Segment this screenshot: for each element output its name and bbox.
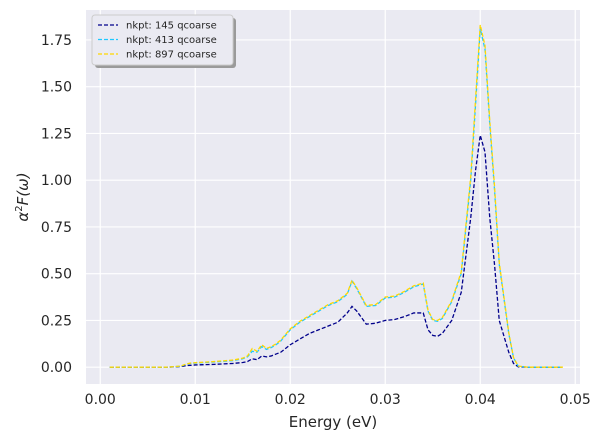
- y-axis-label-suffix: F(ω): [14, 172, 32, 205]
- series-lines: [109, 24, 563, 368]
- x-tick-label: 0.04: [465, 392, 496, 408]
- legend-label: nkpt: 897 qcoarse: [126, 50, 217, 61]
- series-line-3: [109, 24, 563, 368]
- y-tick-label: 1.25: [41, 126, 72, 142]
- y-tick-label: 0.75: [41, 220, 72, 236]
- x-axis-label: Energy (eV): [289, 413, 377, 431]
- x-tick-labels: 0.00 0.01 0.02 0.03 0.04 0.05: [85, 392, 591, 408]
- x-tick-label: 0.01: [180, 392, 211, 408]
- series-line-1: [109, 135, 563, 368]
- y-axis-label-sup: 2: [14, 205, 25, 211]
- y-tick-label: 1.00: [41, 173, 72, 189]
- y-axis-label: α2F(ω): [14, 172, 32, 221]
- y-tick-label: 0.50: [41, 267, 72, 283]
- legend-box: [91, 14, 234, 66]
- y-tick-label: 0.00: [41, 360, 72, 376]
- y-tick-label: 1.50: [41, 80, 72, 96]
- x-tick-label: 0.02: [275, 392, 306, 408]
- legend-label: nkpt: 413 qcoarse: [126, 35, 217, 46]
- plot-area: [86, 10, 580, 384]
- x-tick-label: 0.03: [370, 392, 401, 408]
- y-tick-label: 0.25: [41, 313, 72, 329]
- legend-label: nkpt: 145 qcoarse: [126, 21, 217, 32]
- y-axis-label-prefix: α: [14, 212, 32, 222]
- x-tick-label: 0.00: [85, 392, 116, 408]
- y-tick-label: 1.75: [41, 33, 72, 49]
- y-tick-labels: 0.00 0.25 0.50 0.75 1.00 1.25 1.50 1.75: [41, 33, 72, 376]
- x-tick-label: 0.05: [560, 392, 591, 408]
- legend: nkpt: 145 qcoarse nkpt: 413 qcoarse nkpt: …: [91, 14, 236, 68]
